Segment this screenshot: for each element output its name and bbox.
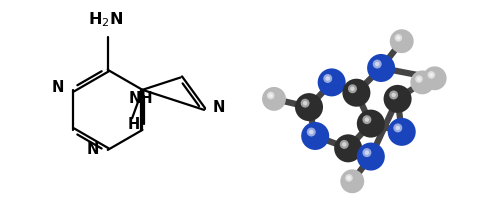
Circle shape <box>417 77 421 81</box>
Circle shape <box>430 73 433 77</box>
Circle shape <box>375 62 380 66</box>
Circle shape <box>309 130 313 134</box>
Circle shape <box>350 87 355 91</box>
Circle shape <box>347 176 351 180</box>
Circle shape <box>345 174 353 182</box>
Circle shape <box>396 126 400 130</box>
Text: N: N <box>213 100 225 115</box>
Circle shape <box>334 134 362 162</box>
Circle shape <box>340 140 348 149</box>
Text: NH: NH <box>128 91 153 106</box>
Circle shape <box>348 84 357 93</box>
Text: N: N <box>52 80 64 95</box>
Text: H: H <box>127 117 140 132</box>
Circle shape <box>390 29 414 53</box>
Circle shape <box>341 169 364 193</box>
Circle shape <box>394 123 402 132</box>
Circle shape <box>373 60 382 69</box>
Circle shape <box>410 70 434 94</box>
Circle shape <box>300 99 309 108</box>
Circle shape <box>295 93 323 121</box>
Circle shape <box>395 34 402 42</box>
Circle shape <box>365 150 369 155</box>
Circle shape <box>343 79 370 107</box>
Circle shape <box>303 101 307 105</box>
Circle shape <box>415 75 423 83</box>
Circle shape <box>326 76 330 81</box>
Circle shape <box>262 87 286 111</box>
Circle shape <box>318 68 346 96</box>
Text: H$_2$N: H$_2$N <box>88 11 123 29</box>
Circle shape <box>365 117 369 122</box>
Circle shape <box>388 118 416 146</box>
Circle shape <box>362 148 371 157</box>
Circle shape <box>269 94 273 97</box>
Circle shape <box>323 74 332 83</box>
Circle shape <box>396 36 400 40</box>
Circle shape <box>389 90 398 99</box>
Text: N: N <box>87 142 99 157</box>
Circle shape <box>428 71 435 79</box>
Circle shape <box>392 93 396 97</box>
Circle shape <box>267 92 275 99</box>
Circle shape <box>362 115 371 124</box>
Circle shape <box>367 54 395 82</box>
Circle shape <box>423 66 446 90</box>
Circle shape <box>307 128 316 137</box>
Circle shape <box>301 122 329 150</box>
Circle shape <box>384 85 412 113</box>
Circle shape <box>357 110 385 138</box>
Circle shape <box>357 143 385 171</box>
Circle shape <box>342 142 346 147</box>
